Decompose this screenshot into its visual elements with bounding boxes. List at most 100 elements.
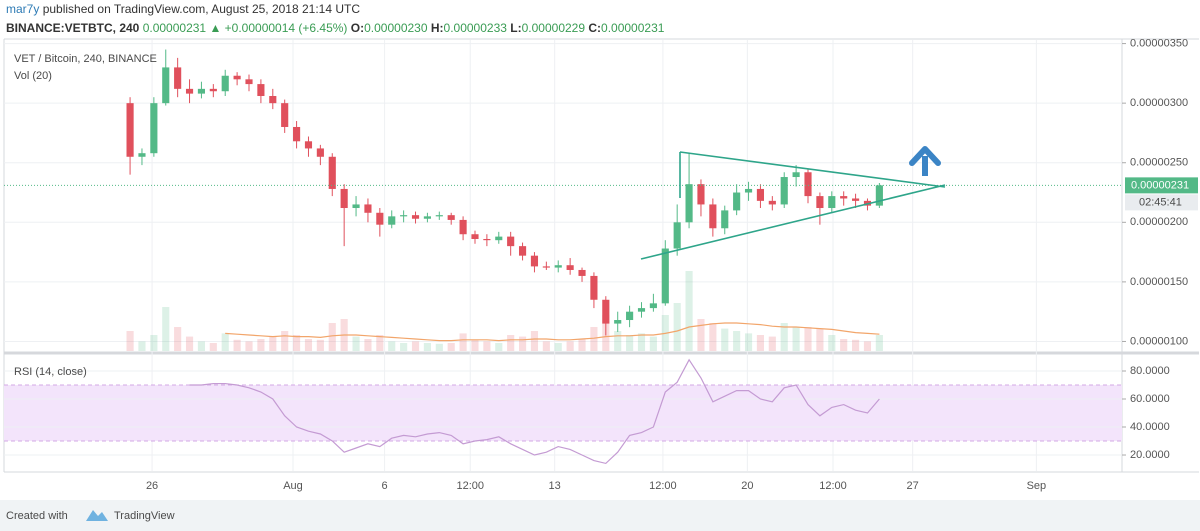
- x-tick-label: 12:00: [819, 480, 847, 492]
- volume-bar: [209, 343, 217, 351]
- candle-body: [721, 210, 729, 229]
- volume-bar: [126, 331, 134, 351]
- volume-bar: [138, 341, 146, 351]
- price-tag-label: 0.00000231: [1131, 179, 1189, 191]
- candle-body: [590, 275, 598, 300]
- trend-line: [679, 151, 946, 188]
- candle-body: [185, 88, 194, 94]
- candle-body: [744, 188, 753, 193]
- volume-bar: [304, 339, 313, 351]
- volume-title: Vol (20): [14, 70, 52, 82]
- volume-bar: [733, 331, 741, 351]
- volume-bar: [614, 331, 622, 351]
- y-tick-label: 0.00000250: [1130, 157, 1188, 169]
- logo: [86, 510, 108, 521]
- countdown-label: 02:45:41: [1139, 196, 1182, 208]
- x-tick-label: 26: [146, 480, 158, 492]
- y-tick-label: 0.00000350: [1130, 37, 1188, 49]
- volume-bar: [459, 333, 467, 351]
- candle-body: [507, 236, 515, 247]
- volume-bar: [197, 341, 206, 351]
- arrow-head: [909, 146, 941, 166]
- candle-body: [768, 200, 776, 205]
- change: +0.00000014 (+6.45%): [225, 21, 348, 35]
- drawings: [640, 151, 946, 260]
- volume-bar: [637, 333, 646, 351]
- volume-bar: [744, 333, 753, 351]
- volume-bar: [590, 327, 598, 351]
- candle-body: [197, 88, 206, 94]
- candle-body: [756, 188, 765, 201]
- candle-body: [709, 204, 717, 229]
- candle-body: [685, 184, 693, 223]
- y-tick-label: 60.0000: [1130, 393, 1170, 405]
- candle-body: [233, 75, 241, 80]
- pane-title: VET / Bitcoin, 240, BINANCE: [14, 53, 157, 65]
- volume-bar: [768, 336, 776, 351]
- volume-bar: [709, 323, 717, 351]
- volume-bar: [721, 328, 729, 351]
- candle-body: [518, 246, 527, 256]
- candle-body: [483, 238, 491, 241]
- candle-body: [828, 196, 836, 209]
- candle-body: [840, 196, 848, 199]
- candle-body: [257, 84, 265, 97]
- candle-body: [221, 75, 229, 92]
- candle-body: [614, 320, 622, 324]
- volume-bar: [626, 335, 634, 351]
- candle-body: [388, 216, 396, 225]
- volume-bar: [245, 341, 253, 351]
- ohlc-value: 0.00000231: [601, 21, 665, 35]
- candle-body: [554, 265, 562, 268]
- volume-bar: [364, 339, 372, 351]
- volume-bar: [649, 336, 657, 351]
- candle-body: [447, 215, 455, 220]
- volume-bar: [447, 343, 455, 351]
- volume-bar: [281, 331, 289, 351]
- x-tick-label: Aug: [283, 480, 303, 492]
- volume-bar: [293, 335, 301, 351]
- candle-body: [566, 265, 574, 270]
- candle-body: [423, 216, 431, 219]
- author[interactable]: mar7y: [6, 2, 39, 16]
- candle-body: [281, 103, 289, 127]
- candle-body: [245, 79, 253, 85]
- volume-bar: [269, 336, 277, 351]
- grid: [4, 40, 1122, 471]
- volume-bar: [804, 327, 812, 351]
- symbol: BINANCE:VETBTC, 240: [6, 21, 140, 35]
- candle-body: [269, 96, 277, 104]
- y-tick-label: 40.0000: [1130, 421, 1170, 433]
- volume-bar: [400, 343, 408, 351]
- volume-bar: [352, 336, 360, 351]
- candle-body: [578, 269, 586, 276]
- brand[interactable]: TradingView: [114, 510, 175, 522]
- candle-body: [602, 299, 610, 324]
- trend-line: [640, 184, 946, 260]
- candle-body: [150, 103, 158, 154]
- volume-bar: [816, 328, 824, 351]
- volume-bar: [495, 343, 503, 351]
- candle-body: [649, 303, 657, 309]
- candle-body: [411, 215, 420, 219]
- volume-bar: [423, 343, 431, 351]
- candle-body: [780, 177, 788, 205]
- volume-bar: [388, 341, 396, 351]
- volume-bar: [376, 335, 384, 351]
- volume-bar: [875, 335, 883, 351]
- candle-body: [364, 204, 372, 213]
- candle-body: [174, 67, 182, 89]
- ohlc-label: O:: [351, 21, 364, 35]
- candle-body: [816, 196, 824, 209]
- volume-bar: [542, 341, 550, 351]
- candle-body: [316, 148, 324, 157]
- candle-body: [209, 88, 217, 92]
- volume-bar: [221, 333, 229, 351]
- y-tick-label: 80.0000: [1130, 365, 1170, 377]
- candle-body: [328, 156, 336, 189]
- up-icon: ▲: [206, 21, 225, 35]
- ohlc-label: C:: [588, 21, 601, 35]
- volume-bar: [863, 341, 872, 351]
- volume-bar: [435, 343, 443, 351]
